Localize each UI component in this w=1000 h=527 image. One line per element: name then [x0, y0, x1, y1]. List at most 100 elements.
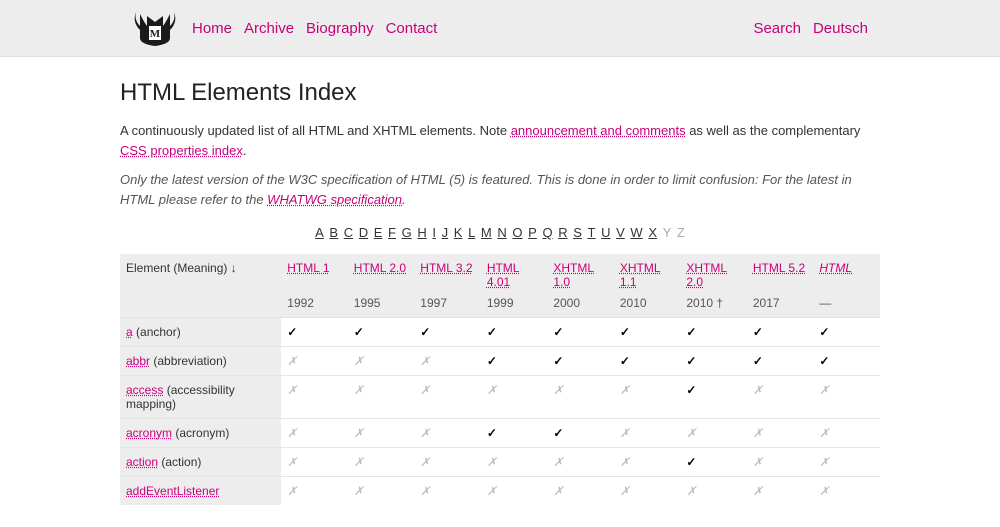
support-cell: ✗ [414, 376, 481, 419]
spec-link[interactable]: HTML 2.0 [354, 261, 406, 275]
alpha-link[interactable]: I [432, 225, 436, 240]
spec-link[interactable]: XHTML 1.0 [553, 261, 594, 289]
support-cell: ✓ [547, 347, 614, 376]
nav-link-archive[interactable]: Archive [244, 20, 294, 37]
support-cell: ✗ [414, 477, 481, 506]
spec-link[interactable]: HTML [819, 261, 852, 275]
support-cell: ✗ [747, 448, 814, 477]
alpha-link[interactable]: W [630, 225, 642, 240]
col-header-spec: HTML 4.01 [481, 254, 548, 296]
element-link[interactable]: addEventListener [126, 484, 219, 498]
support-cell: ✗ [481, 376, 548, 419]
alpha-link[interactable]: S [573, 225, 582, 240]
alpha-link[interactable]: T [588, 225, 596, 240]
alpha-link[interactable]: R [558, 225, 567, 240]
alpha-link[interactable]: U [601, 225, 610, 240]
alpha-link[interactable]: L [468, 225, 475, 240]
nav-link-search[interactable]: Search [753, 20, 801, 37]
main-content: HTML Elements Index A continuously updat… [120, 57, 880, 527]
nav-links: Home Archive Biography Contact [192, 20, 753, 37]
alpha-link[interactable]: K [454, 225, 463, 240]
col-header-element[interactable]: Element (Meaning) ↓ [120, 254, 281, 296]
element-link[interactable]: action [126, 455, 158, 469]
support-cell: ✗ [547, 376, 614, 419]
support-cell: ✗ [281, 477, 348, 506]
alpha-link[interactable]: D [359, 225, 368, 240]
whatwg-link[interactable]: WHATWG specification [267, 192, 402, 207]
alpha-link[interactable]: B [329, 225, 338, 240]
support-cell: ✓ [747, 347, 814, 376]
alpha-link[interactable]: N [497, 225, 506, 240]
support-cell: ✗ [614, 419, 681, 448]
announcement-link[interactable]: announcement and comments [511, 123, 686, 138]
element-link[interactable]: access [126, 383, 163, 397]
page-title: HTML Elements Index [120, 79, 880, 107]
spec-link[interactable]: XHTML 1.1 [620, 261, 661, 289]
alpha-link[interactable]: Q [542, 225, 552, 240]
alpha-link[interactable]: E [374, 225, 383, 240]
support-cell: ✗ [813, 448, 880, 477]
spec-link[interactable]: HTML 1 [287, 261, 329, 275]
support-cell: ✗ [281, 347, 348, 376]
col-header-year: 2010 [614, 296, 681, 318]
support-cell: ✓ [680, 347, 747, 376]
support-cell: ✗ [281, 448, 348, 477]
col-header-year: — [813, 296, 880, 318]
alpha-link[interactable]: M [481, 225, 492, 240]
top-bar: M Home Archive Biography Contact Search Deut… [0, 0, 1000, 57]
col-header-year: 1992 [281, 296, 348, 318]
note-text: Only the latest version of the W3C speci… [120, 170, 880, 209]
element-cell: addEventListener [120, 477, 281, 506]
alpha-link[interactable]: F [388, 225, 396, 240]
logo[interactable]: M [132, 8, 178, 48]
alpha-link[interactable]: P [528, 225, 537, 240]
element-link[interactable]: acronym [126, 426, 172, 440]
intro-part: . [243, 143, 247, 158]
alpha-link[interactable]: A [315, 225, 324, 240]
alpha-link[interactable]: H [417, 225, 426, 240]
support-cell: ✗ [281, 419, 348, 448]
table-row: access (accessibility mapping)✗✗✗✗✗✗✓✗✗ [120, 376, 880, 419]
support-cell: ✗ [348, 347, 415, 376]
col-header-year: 2010 † [680, 296, 747, 318]
alpha-link[interactable]: V [616, 225, 625, 240]
css-index-link[interactable]: CSS properties index [120, 143, 243, 158]
support-cell: ✗ [680, 419, 747, 448]
nav-link-deutsch[interactable]: Deutsch [813, 20, 868, 37]
element-cell: acronym (acronym) [120, 419, 281, 448]
col-header-spec: XHTML 2.0 [680, 254, 747, 296]
element-link[interactable]: abbr [126, 354, 150, 368]
support-cell: ✗ [348, 477, 415, 506]
col-header-spec: XHTML 1.0 [547, 254, 614, 296]
support-cell: ✗ [614, 376, 681, 419]
col-header-year: 2000 [547, 296, 614, 318]
element-cell: a (anchor) [120, 318, 281, 347]
support-cell: ✗ [414, 347, 481, 376]
support-cell: ✗ [813, 477, 880, 506]
nav-link-home[interactable]: Home [192, 20, 232, 37]
table-row: abbr (abbreviation)✗✗✗✓✓✓✓✓✓ [120, 347, 880, 376]
spec-link[interactable]: XHTML 2.0 [686, 261, 727, 289]
support-cell: ✓ [813, 347, 880, 376]
element-link[interactable]: a [126, 325, 133, 339]
support-cell: ✗ [348, 448, 415, 477]
alpha-link[interactable]: J [442, 225, 449, 240]
support-cell: ✓ [680, 448, 747, 477]
support-cell: ✗ [614, 477, 681, 506]
spec-link[interactable]: HTML 3.2 [420, 261, 472, 275]
support-cell: ✗ [547, 448, 614, 477]
alpha-link[interactable]: G [402, 225, 412, 240]
spec-link[interactable]: HTML 5.2 [753, 261, 805, 275]
alpha-link[interactable]: X [648, 225, 657, 240]
support-cell: ✗ [813, 376, 880, 419]
col-header-spec: HTML 3.2 [414, 254, 481, 296]
alpha-link[interactable]: C [344, 225, 353, 240]
table-row: acronym (acronym)✗✗✗✓✓✗✗✗✗ [120, 419, 880, 448]
intro-text: A continuously updated list of all HTML … [120, 121, 880, 160]
nav-link-biography[interactable]: Biography [306, 20, 374, 37]
nav-link-contact[interactable]: Contact [386, 20, 438, 37]
support-cell: ✓ [348, 318, 415, 347]
spec-link[interactable]: HTML 4.01 [487, 261, 520, 289]
support-cell: ✓ [747, 318, 814, 347]
alpha-link[interactable]: O [512, 225, 522, 240]
